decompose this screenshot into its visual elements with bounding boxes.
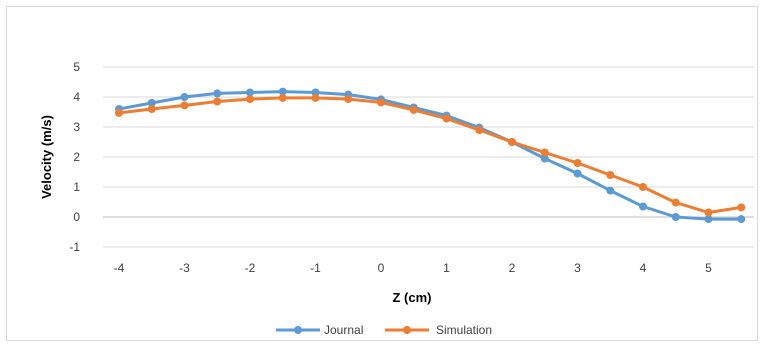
data-point-simulation xyxy=(246,95,254,104)
legend-marker xyxy=(403,326,411,334)
series-line-journal xyxy=(117,90,743,221)
data-point-journal xyxy=(573,169,582,178)
legend-marker xyxy=(294,326,302,334)
x-tick-label: 3 xyxy=(574,261,581,275)
data-point-simulation xyxy=(115,108,123,117)
data-point-journal xyxy=(606,186,615,195)
data-point-simulation xyxy=(409,105,418,114)
legend-item-journal: Journal xyxy=(276,323,363,337)
y-tick-label: 1 xyxy=(73,180,80,194)
data-point-simulation xyxy=(704,208,713,217)
x-tick-label: -1 xyxy=(310,261,321,275)
y-axis-title: Velocity (m/s) xyxy=(39,115,54,199)
data-point-simulation xyxy=(311,93,320,102)
x-tick-label: 1 xyxy=(443,261,450,275)
legend-label: Simulation xyxy=(436,323,492,337)
data-point-journal xyxy=(737,215,746,224)
data-point-simulation xyxy=(671,198,680,207)
data-point-journal xyxy=(278,87,287,96)
chart-area xyxy=(6,6,758,341)
data-point-simulation xyxy=(180,101,189,110)
y-axis-ticks: -1 0 1 2 3 4 5 xyxy=(69,60,80,254)
data-point-simulation xyxy=(442,114,451,123)
data-point-simulation xyxy=(213,97,222,106)
x-tick-label: -3 xyxy=(179,261,190,275)
data-point-journal xyxy=(639,202,647,211)
data-point-simulation xyxy=(344,95,353,104)
data-point-simulation xyxy=(475,126,484,134)
x-tick-label: -2 xyxy=(245,261,256,275)
data-point-journal xyxy=(540,154,549,163)
series-line-simulation xyxy=(117,96,743,214)
data-point-simulation xyxy=(377,98,385,107)
data-point-simulation xyxy=(540,148,549,157)
data-point-simulation xyxy=(606,171,615,179)
data-point-simulation xyxy=(573,159,582,167)
y-tick-label: 5 xyxy=(73,60,80,74)
gridlines xyxy=(103,66,754,248)
y-tick-label: 0 xyxy=(73,210,80,224)
data-point-journal xyxy=(180,93,189,101)
x-tick-label: 4 xyxy=(640,261,647,275)
data-point-journal xyxy=(671,213,680,221)
y-tick-label: 3 xyxy=(73,120,80,134)
series-journal xyxy=(115,87,746,224)
data-point-simulation xyxy=(737,203,746,212)
x-tick-label: -4 xyxy=(114,261,125,275)
data-point-journal xyxy=(147,99,156,107)
x-axis-title: Z (cm) xyxy=(393,290,432,305)
x-axis-ticks: -4 -3 -2 -1 0 1 2 3 4 5 xyxy=(114,261,712,275)
series-layer xyxy=(115,87,746,224)
legend-item-simulation: Simulation xyxy=(385,323,492,337)
data-point-simulation xyxy=(639,183,647,191)
data-point-simulation xyxy=(147,105,156,113)
data-point-journal xyxy=(213,89,222,98)
y-tick-label: 4 xyxy=(73,90,80,104)
x-tick-label: 5 xyxy=(705,261,712,275)
y-tick-label: -1 xyxy=(69,240,80,254)
data-point-simulation xyxy=(278,93,287,102)
data-point-journal xyxy=(704,215,713,224)
data-point-simulation xyxy=(508,138,516,146)
data-point-journal xyxy=(246,88,254,97)
legend-label: Journal xyxy=(324,323,363,337)
y-tick-label: 2 xyxy=(73,150,80,164)
x-tick-label: 0 xyxy=(378,261,385,275)
series-simulation xyxy=(115,93,746,217)
legend: Journal Simulation xyxy=(276,323,492,337)
x-tick-label: 2 xyxy=(509,261,516,275)
